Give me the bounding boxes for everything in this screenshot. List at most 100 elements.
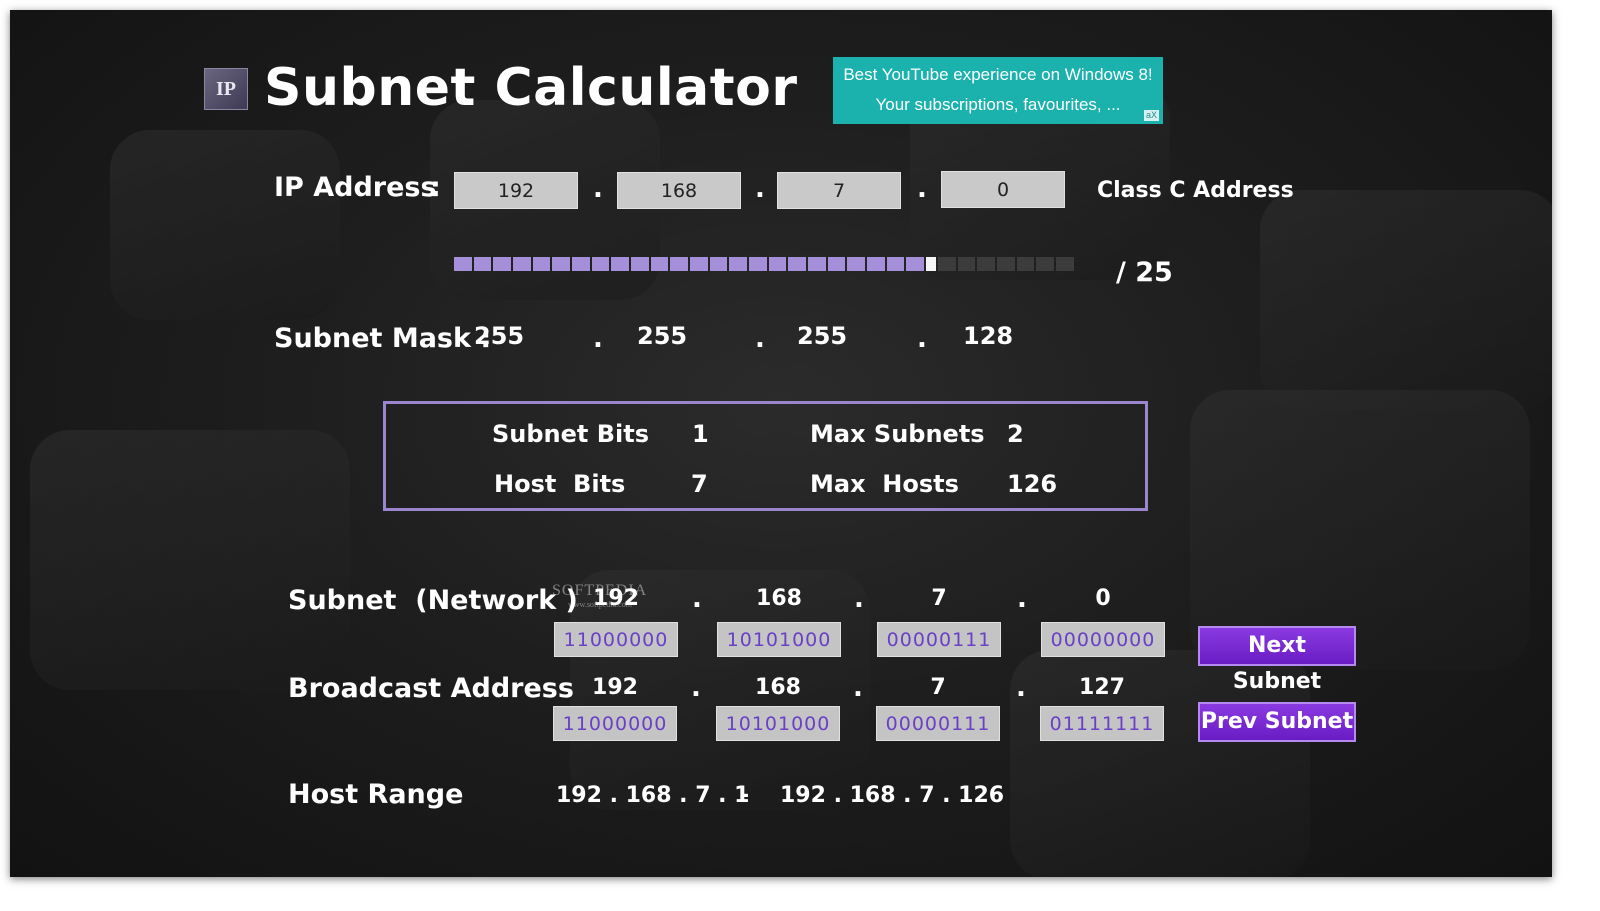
slider-segment <box>532 257 551 271</box>
watermark-url: www.softpedia.com <box>568 600 632 609</box>
max-hosts-value: 126 <box>1007 470 1058 498</box>
slider-segment <box>729 257 748 271</box>
network-octet-1: 192 <box>593 586 639 611</box>
broadcast-binary-3: 00000111 <box>876 706 1000 741</box>
ip-separator: . <box>755 174 765 204</box>
network-label: Subnet (Network ) <box>288 585 578 616</box>
network-separator: . <box>692 584 702 614</box>
prev-subnet-button[interactable]: Prev Subnet <box>1198 702 1356 742</box>
softpedia-watermark: SOFTPEDIA www.softpedia.com <box>552 582 647 609</box>
slider-thumb[interactable] <box>926 257 937 271</box>
network-separator: . <box>1017 584 1027 614</box>
watermark-text: SOFTPEDIA <box>552 582 648 599</box>
ip-octet-4-input[interactable]: 0 <box>941 171 1065 208</box>
slider-segment <box>749 257 767 271</box>
background-key <box>570 570 870 810</box>
slider-segment <box>977 257 996 271</box>
ip-octet-3-input[interactable]: 7 <box>777 172 901 209</box>
broadcast-binary-4: 01111111 <box>1040 706 1164 741</box>
ip-separator: . <box>593 174 603 204</box>
subnet-bits-label: Subnet Bits <box>492 420 650 448</box>
slider-segment <box>1056 257 1074 271</box>
slider-segment <box>997 257 1015 271</box>
ip-octet-2-input[interactable]: 168 <box>617 172 741 209</box>
host-bits-value: 7 <box>691 470 708 498</box>
network-octet-3: 7 <box>931 586 947 611</box>
app-logo: IP <box>204 68 248 110</box>
host-bits-label: Host Bits <box>494 470 626 498</box>
network-octet-2: 168 <box>756 586 802 611</box>
ad-line-2: Your subscriptions, favourites, ... <box>875 95 1121 114</box>
host-range-dash: - <box>740 783 750 808</box>
ad-banner[interactable]: Best YouTube experience on Windows 8! Yo… <box>833 57 1163 124</box>
max-hosts-label: Max Hosts <box>810 470 959 498</box>
background-key <box>1190 390 1530 670</box>
slider-segment <box>957 257 976 271</box>
logo-text: IP <box>216 77 236 100</box>
broadcast-separator: . <box>691 673 701 703</box>
background-key <box>1260 190 1552 410</box>
prefix-length-slider[interactable] <box>454 257 1074 271</box>
host-range-label: Host Range <box>288 779 464 810</box>
mask-octet-2: 255 <box>637 322 688 350</box>
slider-segment <box>513 257 531 271</box>
slider-segment <box>473 257 492 271</box>
broadcast-label: Broadcast Address <box>288 673 574 704</box>
background-key <box>110 130 340 320</box>
broadcast-octet-1: 192 <box>592 675 638 700</box>
ad-line-1: Best YouTube experience on Windows 8! <box>843 65 1153 84</box>
mask-octet-3: 255 <box>797 322 848 350</box>
subnet-mask-label: Subnet Mask : <box>274 323 492 354</box>
slider-segment <box>886 257 905 271</box>
next-subnet-button[interactable]: Next Subnet <box>1198 626 1356 694</box>
background-key <box>30 430 350 690</box>
network-binary-4: 00000000 <box>1041 622 1165 657</box>
page-title: Subnet Calculator <box>264 58 798 118</box>
slider-segment <box>552 257 571 271</box>
max-subnets-value: 2 <box>1007 420 1024 448</box>
mask-octet-4: 128 <box>963 322 1014 350</box>
mask-octet-1: 255 <box>474 322 525 350</box>
slider-segment <box>788 257 807 271</box>
subnet-info-panel <box>383 401 1148 511</box>
mask-separator: . <box>593 324 603 354</box>
slider-segment <box>938 257 956 271</box>
address-class-text: Class C Address <box>1097 178 1294 203</box>
prefix-length-value: / 25 <box>1116 257 1173 288</box>
slider-segment <box>808 257 826 271</box>
mask-separator: . <box>755 324 765 354</box>
broadcast-binary-2: 10101000 <box>716 706 840 741</box>
broadcast-octet-2: 168 <box>755 675 801 700</box>
ip-address-label: IP Address <box>274 172 437 203</box>
broadcast-binary-1: 11000000 <box>553 706 677 741</box>
slider-segment <box>847 257 866 271</box>
slider-segment <box>690 257 708 271</box>
slider-segment <box>1016 257 1035 271</box>
broadcast-separator: . <box>1016 673 1026 703</box>
slider-segment <box>1036 257 1055 271</box>
broadcast-octet-3: 7 <box>930 675 946 700</box>
slider-segment <box>867 257 885 271</box>
slider-segment <box>493 257 512 271</box>
network-separator: . <box>854 584 864 614</box>
max-subnets-label: Max Subnets <box>810 420 985 448</box>
host-range-start: 192 . 168 . 7 . 1 <box>556 783 750 808</box>
ip-octet-1-input[interactable]: 192 <box>454 172 578 209</box>
slider-segment <box>709 257 728 271</box>
broadcast-separator: . <box>853 673 863 703</box>
network-binary-3: 00000111 <box>877 622 1001 657</box>
ad-badge: aX <box>1143 110 1159 121</box>
slider-segment <box>611 257 630 271</box>
app-window: IP Subnet Calculator Best YouTube experi… <box>10 10 1552 877</box>
broadcast-octet-4: 127 <box>1079 675 1125 700</box>
slider-segment <box>572 257 590 271</box>
mask-separator: . <box>917 324 927 354</box>
slider-segment <box>827 257 846 271</box>
slider-segment <box>650 257 669 271</box>
network-binary-2: 10101000 <box>717 622 841 657</box>
slider-segment <box>454 257 472 271</box>
ip-separator: . <box>917 174 927 204</box>
network-binary-1: 11000000 <box>554 622 678 657</box>
slider-segment <box>631 257 649 271</box>
network-octet-4: 0 <box>1095 586 1111 611</box>
